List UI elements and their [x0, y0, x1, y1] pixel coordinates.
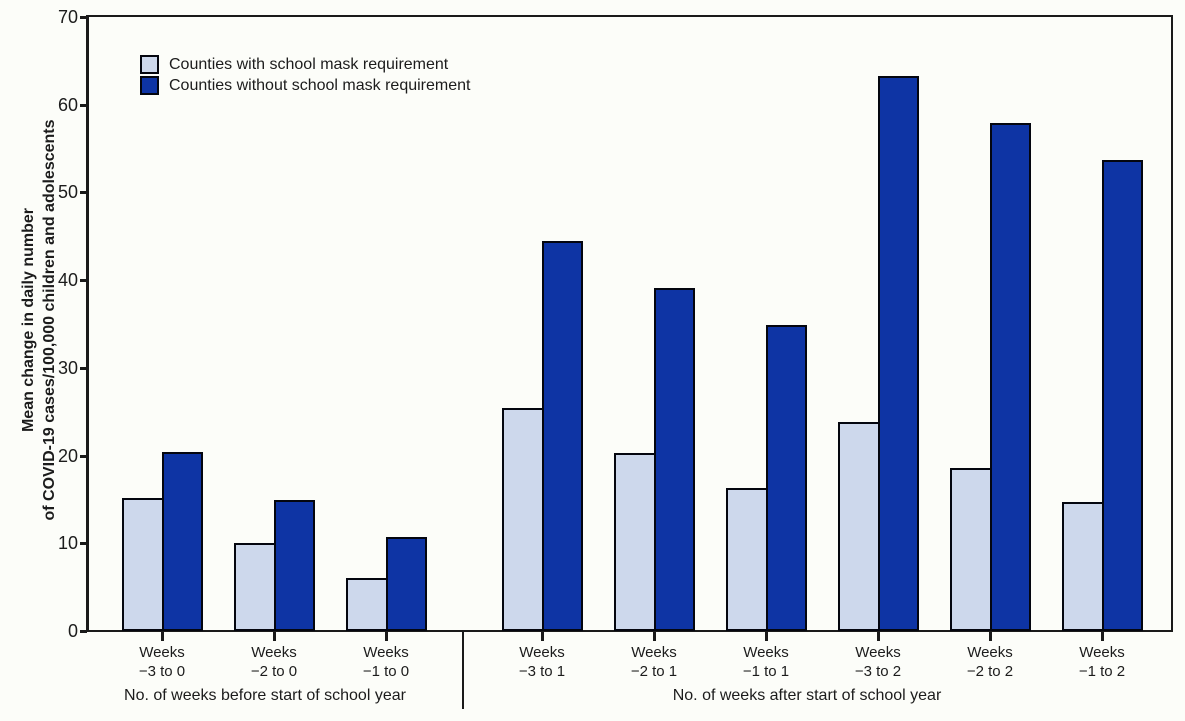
bar-with-mask	[346, 578, 388, 631]
bar-without-mask	[162, 452, 203, 631]
x-tick	[989, 632, 992, 641]
x-tick	[877, 632, 880, 641]
legend-label-with-mask: Counties with school mask requirement	[169, 56, 449, 73]
y-tick	[80, 279, 87, 283]
bar-without-mask	[1102, 159, 1143, 631]
x-tick	[1101, 632, 1104, 641]
bar-without-mask	[878, 75, 919, 631]
bar-without-mask	[654, 288, 695, 631]
y-tick-label: 20	[57, 445, 78, 466]
x-category-label: Weeks −3 to 0	[138, 644, 186, 680]
x-tick	[765, 632, 768, 641]
x-category-label: Weeks −3 to 1	[518, 644, 566, 680]
legend: Counties with school mask requirement Co…	[140, 54, 470, 96]
bar-with-mask	[122, 497, 164, 631]
y-tick	[80, 16, 87, 19]
x-tick	[653, 632, 656, 641]
y-tick-label: 40	[57, 270, 78, 291]
x-category-label: Weeks −2 to 2	[966, 644, 1014, 680]
bar-with-mask	[614, 452, 656, 631]
y-tick	[80, 454, 87, 458]
bar-without-mask	[386, 537, 427, 631]
y-tick	[80, 366, 87, 370]
legend-item-without-mask: Counties without school mask requirement	[140, 75, 470, 96]
y-tick-label: 0	[67, 621, 78, 641]
bar-without-mask	[766, 324, 807, 631]
legend-item-with-mask: Counties with school mask requirement	[140, 54, 470, 75]
x-tick	[273, 632, 276, 641]
bar-without-mask	[274, 500, 315, 631]
bar-without-mask	[990, 123, 1031, 631]
bar-with-mask	[502, 408, 544, 631]
bar-with-mask	[1062, 502, 1104, 631]
bar-with-mask	[838, 422, 880, 631]
y-tick-label: 30	[57, 357, 78, 378]
x-category-label: Weeks −3 to 2	[854, 644, 902, 680]
bar-with-mask	[726, 488, 768, 631]
legend-swatch-without-mask	[140, 76, 159, 95]
y-tick	[80, 630, 87, 633]
x-tick	[541, 632, 544, 641]
y-tick-label: 60	[57, 94, 78, 115]
y-tick	[80, 542, 87, 546]
section-label-after: No. of weeks after start of school year	[672, 687, 942, 704]
y-tick	[80, 191, 87, 195]
x-category-label: Weeks −1 to 0	[362, 644, 410, 680]
section-divider-line	[462, 632, 464, 709]
y-tick	[80, 103, 87, 107]
y-tick-label: 70	[57, 7, 78, 27]
x-category-label: Weeks −1 to 1	[742, 644, 790, 680]
bar-without-mask	[542, 240, 583, 631]
bar-with-mask	[234, 543, 276, 631]
x-tick	[385, 632, 388, 641]
x-category-label: Weeks −2 to 0	[250, 644, 298, 680]
x-category-label: Weeks −1 to 2	[1078, 644, 1126, 680]
legend-swatch-with-mask	[140, 55, 159, 74]
y-tick-label: 10	[57, 533, 78, 554]
x-category-label: Weeks −2 to 1	[630, 644, 678, 680]
x-tick	[161, 632, 164, 641]
plot-area	[86, 15, 1173, 632]
legend-label-without-mask: Counties without school mask requirement	[169, 77, 471, 94]
section-label-before: No. of weeks before start of school year	[124, 687, 406, 704]
bar-with-mask	[950, 467, 992, 631]
y-tick-label: 50	[57, 182, 78, 203]
